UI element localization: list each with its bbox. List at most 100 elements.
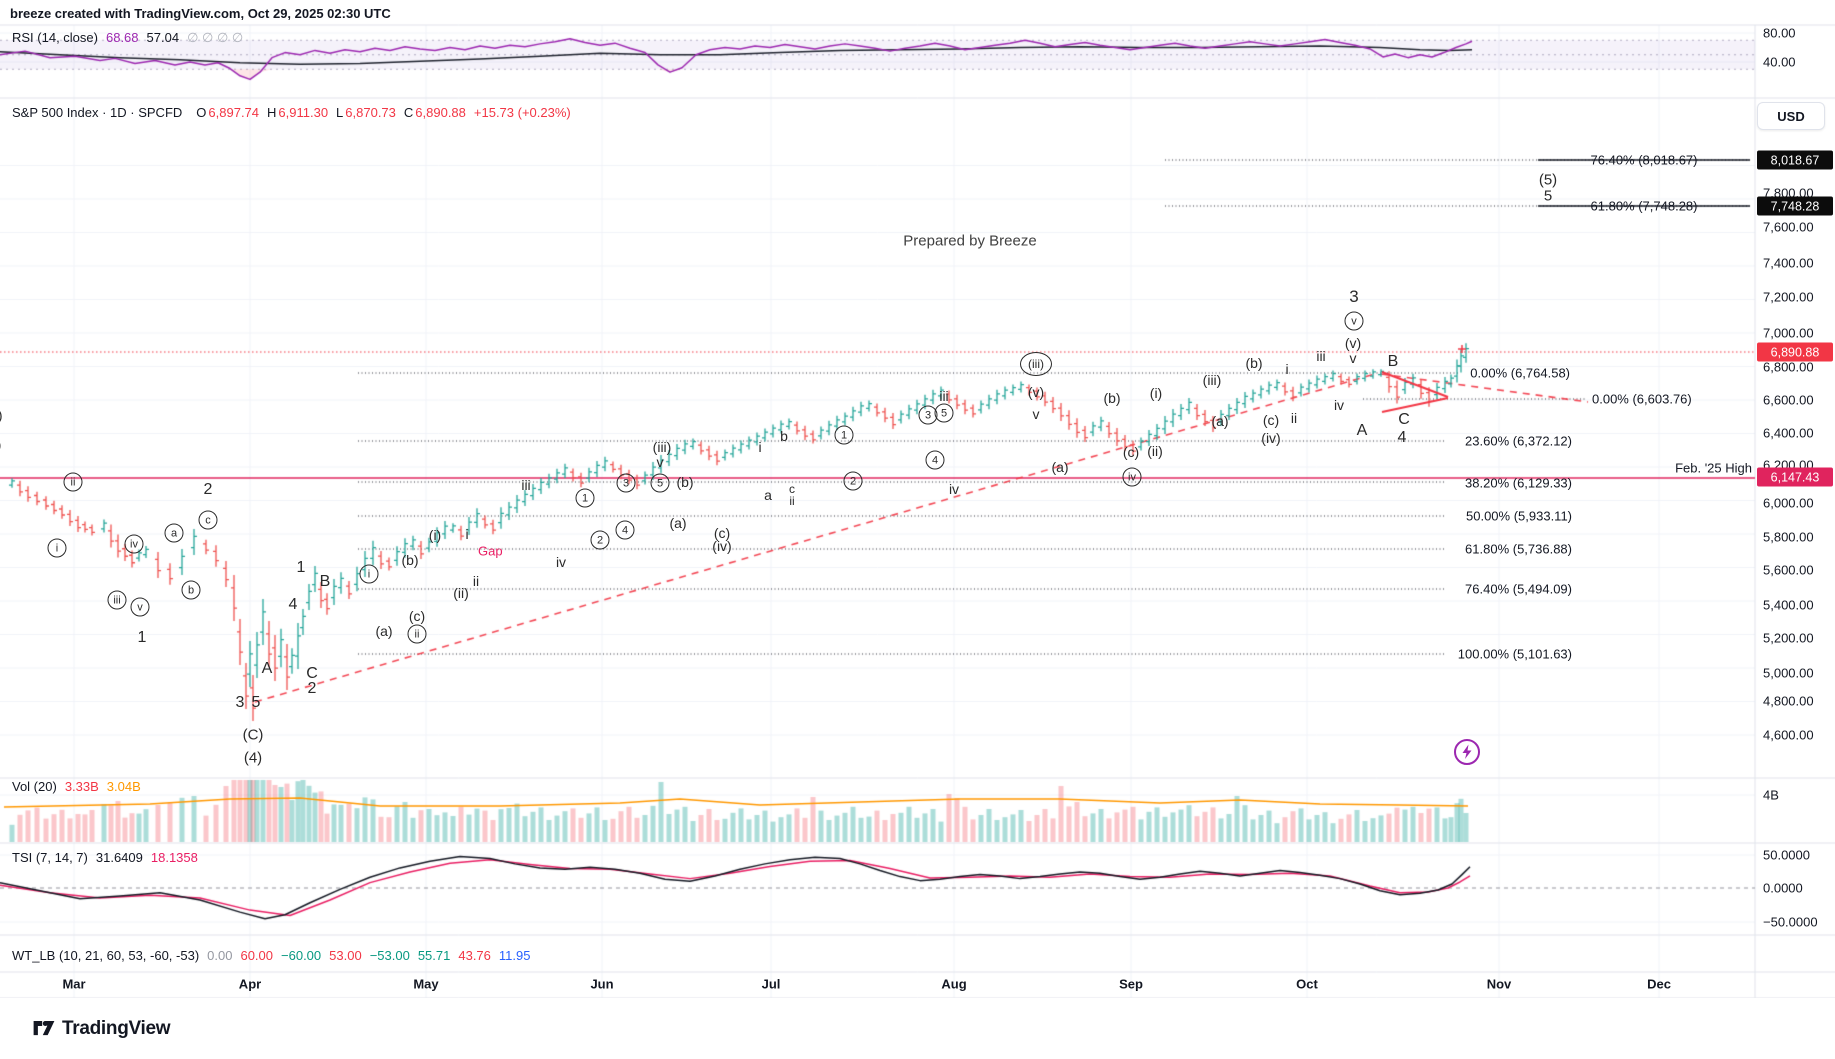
wt-value: 53.00 — [329, 948, 362, 963]
wave-label: (b) — [1245, 355, 1263, 371]
wave-label: 3 — [1349, 287, 1359, 306]
wave-label: i — [758, 439, 762, 455]
low-label: L — [336, 105, 344, 120]
wave-label: (a) — [669, 515, 687, 531]
rsi-legend[interactable]: RSI (14, close) 68.68 57.04 ∅ ∅ ∅ ∅ — [12, 30, 243, 46]
wave-label: iv — [555, 554, 567, 570]
wave-label: ii — [63, 472, 83, 492]
wave-label: 1 — [137, 629, 147, 646]
fib-label: 76.40% (8,018.67) — [1590, 152, 1698, 168]
wt-legend[interactable]: WT_LB (10, 21, 60, 53, -60, -53) 0.00 60.… — [12, 948, 530, 963]
wave-label: 1 — [296, 559, 306, 576]
wave-label: ii — [407, 624, 427, 644]
symbol-title: S&P 500 Index · 1D · SPCFD — [12, 105, 183, 120]
fib-label: 61.80% (5,736.88) — [1465, 541, 1572, 557]
wave-label: ii — [789, 494, 795, 508]
price-axis-label: 5,600.00 — [1763, 562, 1814, 578]
open-value: 6,897.74 — [208, 105, 260, 120]
time-axis[interactable] — [0, 972, 1755, 998]
wave-label: (c) — [713, 525, 731, 541]
wave-label: (iii) — [1020, 352, 1052, 376]
symbol-legend[interactable]: S&P 500 Index · 1D · SPCFD O 6,897.74 H 6,… — [12, 105, 571, 120]
wave-label: 5 — [934, 403, 954, 423]
wave-label: C — [1398, 411, 1410, 428]
wt-value: −53.00 — [369, 948, 410, 963]
wave-label: v — [1349, 350, 1357, 366]
price-axis-label: 7,600.00 — [1763, 219, 1814, 235]
time-axis-label: Oct — [1296, 976, 1318, 992]
open-label: O — [196, 105, 207, 120]
price-axis-label: 6,400.00 — [1763, 425, 1814, 441]
wave-label: v — [656, 454, 664, 470]
wave-label: v — [1344, 311, 1364, 331]
volume-value: 3.33B — [64, 779, 99, 794]
fib-label: 0.00% (6,764.58) — [1470, 365, 1570, 381]
wt-value: 43.76 — [458, 948, 491, 963]
wave-label: C — [306, 665, 318, 682]
price-axis-label: −50.0000 — [1763, 914, 1818, 930]
wave-label: (c) — [1262, 412, 1280, 428]
tsi-value: 31.6409 — [95, 850, 143, 865]
wave-label: iv — [124, 534, 144, 554]
wave-label: A — [1356, 422, 1368, 439]
wt-value: 0.00 — [207, 948, 233, 963]
wave-label: (i) — [1149, 385, 1163, 401]
wave-label: i — [1285, 361, 1289, 377]
rsi-value: 68.68 — [105, 30, 139, 45]
chart-attribution-note: breeze created with TradingView.com, Oct… — [10, 6, 391, 21]
price-axis-label: 4,800.00 — [1763, 693, 1814, 709]
time-axis-label: Jun — [590, 976, 614, 992]
price-axis-label: 4B — [1763, 787, 1779, 803]
wave-label: (v) — [1344, 335, 1362, 351]
price-axis[interactable] — [1755, 25, 1835, 998]
wave-label: ii — [472, 573, 480, 589]
wave-label: B — [1387, 353, 1399, 370]
price-axis-label: 7,400.00 — [1763, 255, 1814, 271]
fib-label: 23.60% (6,372.12) — [1465, 433, 1572, 449]
wave-label: iii — [521, 477, 531, 493]
volume-legend[interactable]: Vol (20) 3.33B 3.04B — [12, 779, 141, 794]
wave-label: (a) — [1211, 413, 1229, 429]
wave-label: i — [465, 526, 469, 542]
wave-label: ii — [1290, 410, 1298, 426]
price-badge: 6,147.43 — [1757, 467, 1833, 487]
price-axis-label: 40.00 — [1763, 54, 1796, 70]
wave-label: a — [764, 487, 772, 503]
wave-label: v — [1032, 406, 1040, 422]
wave-label: b — [181, 580, 201, 600]
tradingview-logo[interactable]: TradingView — [33, 1018, 171, 1040]
wave-label: (b) — [676, 474, 694, 490]
wave-label: a — [164, 523, 184, 543]
time-axis-label: Jul — [761, 976, 781, 992]
wave-label: iii — [939, 388, 949, 404]
wave-label: A — [261, 660, 273, 677]
price-axis-label: 5,400.00 — [1763, 597, 1814, 613]
watermark: Prepared by Breeze — [903, 232, 1037, 250]
price-axis-label: 50.0000 — [1763, 847, 1810, 863]
time-axis-label: Nov — [1486, 976, 1512, 992]
price-axis-label: 80.00 — [1763, 25, 1796, 41]
lightning-boost-icon[interactable] — [1453, 738, 1481, 766]
wave-label: (5) — [1538, 171, 1558, 189]
wave-label: iii — [1316, 348, 1326, 364]
price-badge: 7,748.28 — [1757, 196, 1833, 216]
wave-label: 4 — [1397, 429, 1407, 446]
wave-label: (a) — [375, 623, 393, 639]
wave-label: 3 — [616, 473, 636, 493]
wt-value: 55.71 — [417, 948, 451, 963]
wave-label: 4 — [615, 520, 635, 540]
wt-value: 11.95 — [498, 948, 531, 963]
price-axis-label: 7,000.00 — [1763, 325, 1814, 341]
time-axis-label: Dec — [1647, 976, 1671, 992]
wave-label: 5 — [1543, 187, 1553, 205]
price-badge: 6,890.88 — [1757, 342, 1833, 362]
wave-label: B — [319, 573, 331, 590]
change-value: +15.73 (+0.23%) — [473, 105, 571, 120]
tsi-legend[interactable]: TSI (7, 14, 7) 31.6409 18.1358 — [12, 850, 198, 865]
wave-label: (iv) — [1261, 430, 1281, 446]
wave-label: (3) — [0, 407, 3, 423]
currency-button[interactable]: USD — [1757, 102, 1825, 130]
wave-label: 2 — [590, 530, 610, 550]
